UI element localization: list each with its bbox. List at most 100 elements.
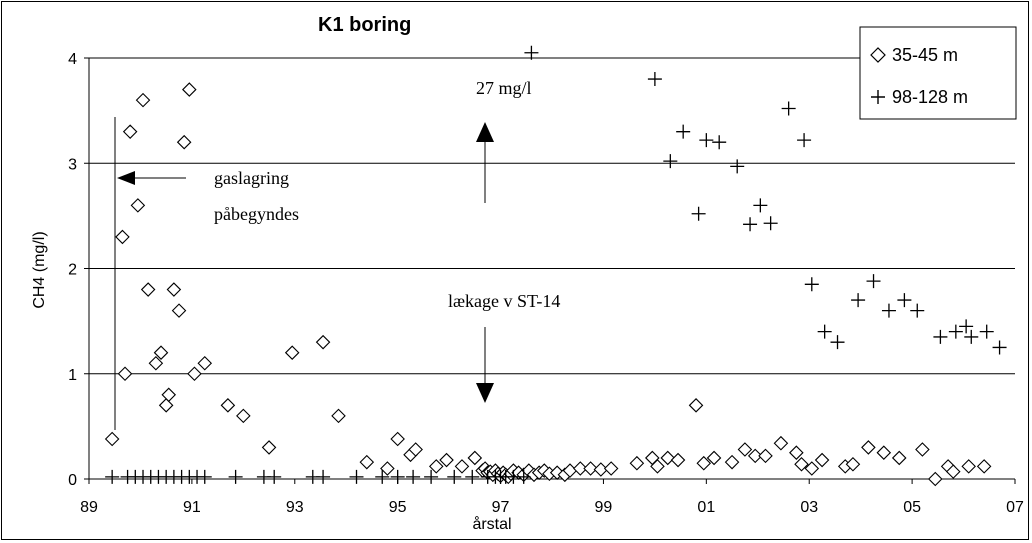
x-tick-label: 89 — [80, 499, 98, 516]
legend-diamond-icon — [870, 47, 886, 63]
y-tick-label: 3 — [68, 156, 77, 173]
point-2-34 — [676, 124, 691, 139]
point-2-48 — [866, 274, 881, 289]
point-1-81 — [891, 450, 907, 466]
point-1-80 — [876, 445, 892, 460]
point-1-61 — [645, 450, 660, 466]
point-1-13 — [171, 303, 187, 318]
point-2-13 — [228, 469, 243, 484]
data-marks — [104, 45, 1007, 487]
point-2-22 — [424, 469, 439, 484]
point-1-59 — [603, 461, 619, 476]
point-2-12 — [197, 469, 212, 484]
point-1-31 — [454, 459, 470, 474]
x-tick-label: 01 — [697, 499, 715, 516]
x-tick-label: 03 — [800, 499, 818, 516]
point-1-73 — [789, 445, 804, 460]
point-1-63 — [660, 450, 676, 466]
point-2-57 — [992, 340, 1007, 355]
point-2-35 — [691, 206, 706, 221]
y-tick-label: 2 — [68, 262, 77, 279]
x-tick-label: 97 — [492, 499, 510, 516]
annotation-text-2: gaslagring — [214, 168, 289, 188]
point-2-47 — [851, 293, 866, 308]
point-1-66 — [696, 455, 712, 471]
annotation-text-1: 27 mg/l — [476, 78, 532, 98]
point-1-65 — [688, 398, 704, 413]
y-tick-label: 0 — [68, 472, 77, 489]
point-1-16 — [187, 366, 202, 382]
point-1-76 — [814, 452, 830, 468]
point-1-79 — [861, 440, 876, 455]
point-1-72 — [773, 435, 789, 451]
point-2-33 — [663, 154, 678, 169]
point-2-18 — [349, 469, 364, 484]
point-2-41 — [763, 216, 778, 231]
x-tick-label: 91 — [183, 499, 201, 516]
point-1-4 — [122, 124, 138, 139]
point-2-37 — [712, 135, 727, 150]
point-1-78 — [845, 456, 861, 472]
outlier-arrow-head — [476, 122, 494, 142]
point-1-24 — [359, 454, 375, 470]
point-1-17 — [197, 355, 213, 371]
legend-box — [859, 26, 1017, 120]
x-tick-label: 99 — [595, 499, 613, 516]
chart-title: K1 boring — [318, 14, 411, 36]
point-2-39 — [743, 217, 758, 232]
point-1-5 — [130, 198, 146, 213]
point-2-21 — [406, 469, 421, 484]
point-1-29 — [428, 459, 444, 474]
point-2-15 — [267, 469, 282, 484]
point-1-9 — [153, 345, 169, 360]
point-1-82 — [915, 442, 930, 457]
y-tick-label: 4 — [68, 51, 77, 68]
point-2-53 — [948, 324, 963, 339]
point-1-6 — [135, 92, 151, 108]
point-2-20 — [390, 469, 405, 484]
point-1-22 — [315, 334, 331, 350]
point-1-8 — [148, 355, 164, 371]
point-1-18 — [220, 398, 236, 413]
point-1-21 — [284, 345, 300, 360]
point-1-68 — [724, 454, 740, 470]
point-2-31 — [524, 45, 539, 60]
point-2-40 — [753, 198, 768, 213]
point-1-32 — [467, 450, 483, 466]
point-1-87 — [976, 459, 992, 474]
point-1-60 — [629, 455, 645, 471]
point-2-32 — [647, 72, 662, 87]
legend-entry-2: 98-128 m — [892, 87, 968, 107]
point-1-7 — [140, 282, 156, 297]
point-2-1 — [105, 469, 120, 484]
point-1-64 — [670, 452, 686, 468]
x-tick-label: 05 — [903, 499, 921, 516]
point-2-19 — [375, 469, 390, 484]
point-2-45 — [817, 324, 832, 339]
point-1-19 — [236, 408, 251, 424]
point-2-52 — [933, 329, 948, 344]
point-2-56 — [979, 324, 994, 339]
point-1-86 — [961, 459, 976, 474]
point-2-23 — [447, 469, 462, 484]
point-1-2 — [115, 229, 130, 245]
point-1-28 — [408, 442, 423, 457]
point-2-51 — [910, 303, 925, 318]
point-1-10 — [158, 398, 174, 413]
annotations: 27 mg/l gaslagring påbegyndes lækage v ST-1… — [114, 78, 560, 430]
point-2-36 — [699, 133, 714, 148]
point-1-1 — [104, 431, 120, 447]
point-2-24 — [465, 469, 480, 484]
point-1-12 — [166, 282, 182, 297]
annotation-text-3: påbegyndes — [214, 204, 299, 224]
point-2-49 — [881, 303, 896, 318]
point-1-71 — [758, 448, 773, 464]
point-2-17 — [316, 469, 331, 484]
legend: 35-45 m 98-128 m — [859, 26, 1017, 120]
point-1-75 — [804, 461, 820, 476]
storage-arrow-head — [117, 171, 135, 185]
point-1-30 — [439, 452, 454, 468]
point-2-42 — [781, 101, 796, 116]
